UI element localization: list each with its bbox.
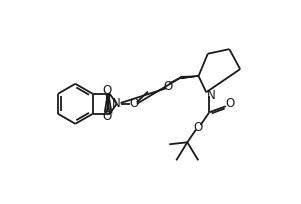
Text: O: O [194,121,203,134]
Text: O: O [102,84,111,98]
Text: O: O [129,97,138,110]
Text: N: N [206,89,215,102]
Text: O: O [102,110,111,123]
Text: O: O [163,80,172,93]
Text: N: N [112,97,121,110]
Text: O: O [225,98,234,110]
